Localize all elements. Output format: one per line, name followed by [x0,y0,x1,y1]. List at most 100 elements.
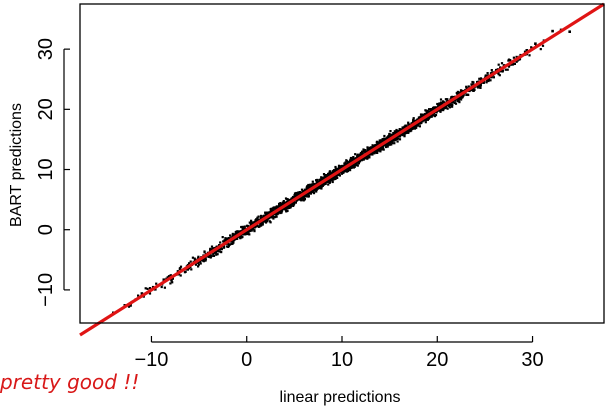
scatter-point-cloud-dot [332,169,336,172]
scatter-point-cloud-dot [370,146,373,149]
scatter-point-cloud-dot [485,81,488,84]
scatter-point-cloud-dot [320,177,324,180]
scatter-point-cloud-dot [246,224,249,228]
x-tick-label: 30 [521,349,543,371]
scatter-point-cloud-dot [432,106,435,109]
scatter-point [162,278,166,281]
scatter-point-cloud-dot [439,98,443,101]
scatter-point-cloud-dot [144,287,147,290]
scatter-point-cloud-dot [401,126,404,129]
scatter-point-cloud-dot [348,161,351,164]
scatter-point-cloud-dot [437,103,440,107]
scatter-point-cloud-dot [308,186,312,189]
scatter-point-cloud-dot [277,211,280,214]
scatter-point [335,174,338,178]
scatter-point-cloud-dot [386,145,389,148]
scatter-point-cloud-dot [218,250,221,253]
scatter-point-cloud-dot [466,93,469,96]
scatter-point [274,212,277,216]
scatter-point-cloud-dot [258,225,261,228]
scatter-point-cloud-dot [455,91,458,95]
scatter-point [209,248,212,252]
scatter-point-cloud-dot [169,274,172,277]
scatter-point-cloud-dot [523,50,527,53]
scatter-point-cloud-dot [465,87,468,90]
scatter-point-cloud-dot [369,153,372,156]
scatter-point-cloud-dot [490,69,493,72]
scatter-point-cloud-dot [329,173,332,176]
scatter-point-cloud-dot [283,206,287,209]
scatter-point-cloud-dot [335,167,338,171]
scatter-point-cloud-dot [458,97,461,101]
scatter-point-cloud-dot [179,274,182,277]
scatter-point-cloud-dot [482,81,485,84]
scatter-point-cloud-dot [404,130,407,133]
scatter-point-cloud-dot [451,103,454,107]
scatter-point-cloud-dot [278,204,281,207]
scatter-point-cloud-dot [375,141,378,144]
scatter-point-cloud-dot [248,233,251,236]
scatter-point-cloud-dot [328,181,331,184]
scatter-point-cloud-dot [307,186,310,189]
scatter-point-cloud-dot [347,165,351,169]
scatter-point-cloud-dot [271,207,274,210]
scatter-point-cloud-dot [355,164,358,167]
scatter-point-cloud-dot [337,173,340,176]
scatter-point-cloud-dot [307,192,311,195]
scatter-point-cloud-dot [429,108,432,111]
scatter-point-cloud-dot [353,165,356,168]
scatter-point-cloud-dot [472,81,475,84]
scatter-point-cloud-dot [179,265,183,268]
scatter-point-cloud-dot [262,220,265,223]
scatter-point-cloud-dot [265,211,268,214]
scatter-point-cloud-dot [233,238,236,241]
scatter-point-cloud-dot [439,110,442,113]
scatter-point-cloud-dot [478,77,481,80]
scatter-point [534,42,537,45]
scatter-point-cloud-dot [461,96,464,99]
scatter-point-cloud-dot [372,151,375,154]
scatter-point [487,77,490,81]
scatter-point-cloud-dot [293,194,296,197]
scatter-point-cloud-dot [398,130,401,133]
scatter-point-cloud-dot [312,192,316,195]
scatter-point-cloud-dot [376,151,379,154]
scatter-point-cloud-dot [470,88,474,91]
scatter-point [304,194,308,198]
scatter-point-cloud-dot [332,170,336,174]
scatter-point-cloud-dot [240,235,243,238]
scatter-point-cloud-dot [507,58,511,61]
scatter-point-cloud-dot [362,158,365,161]
scatter-point-cloud-dot [356,156,359,159]
scatter-point-cloud-dot [326,180,329,183]
scatter-point-cloud-dot [272,217,275,220]
scatter-point-cloud-dot [497,63,500,66]
scatter-point-cloud-dot [250,219,253,222]
scatter-point-cloud-dot [208,254,211,257]
scatter-point-cloud-dot [315,187,318,191]
scatter-point-cloud-dot [454,99,457,102]
x-axis: −10 0 10 20 30 [134,336,544,371]
scatter-point-cloud-dot [285,198,288,201]
scatter-point-cloud-dot [352,164,356,167]
scatter-point-cloud-dot [287,205,290,208]
scatter-point-cloud-dot [349,169,352,172]
scatter-point [396,137,399,141]
scatter-point-cloud-dot [371,153,374,156]
scatter-point-cloud-dot [383,134,386,138]
scatter-point-cloud-dot [424,112,427,116]
scatter-point-cloud-dot [203,257,207,260]
scatter-point-cloud-dot [292,204,295,207]
scatter-point-cloud-dot [373,149,377,152]
scatter-point-cloud-dot [309,184,312,187]
annotation-pretty-good: pretty good !! [0,370,139,394]
scatter-point [365,156,369,159]
scatter-point [426,118,429,121]
scatter-point-cloud-dot [341,164,344,168]
scatter-point-cloud-dot [155,282,158,285]
scatter-point-cloud-dot [428,108,431,111]
scatter-point-cloud-dot [271,216,274,219]
scatter-point-cloud-dot [378,147,381,150]
scatter-point-cloud-dot [277,206,280,209]
scatter-point-cloud-dot [289,206,292,209]
